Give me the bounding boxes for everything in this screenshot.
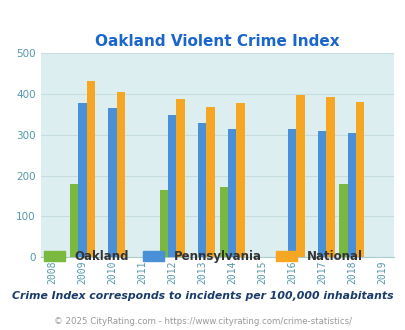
Bar: [219, 187, 228, 257]
Bar: [198, 123, 206, 257]
Bar: [70, 184, 78, 257]
Bar: [78, 103, 87, 257]
Legend: Oakland, Pennsylvania, National: Oakland, Pennsylvania, National: [43, 250, 362, 263]
Bar: [168, 115, 176, 257]
Title: Oakland Violent Crime Index: Oakland Violent Crime Index: [95, 34, 339, 49]
Bar: [228, 128, 236, 257]
Bar: [87, 81, 95, 257]
Bar: [347, 133, 355, 257]
Bar: [108, 109, 116, 257]
Bar: [116, 92, 125, 257]
Bar: [339, 184, 347, 257]
Bar: [176, 99, 184, 257]
Bar: [325, 97, 334, 257]
Bar: [236, 103, 244, 257]
Bar: [355, 102, 364, 257]
Bar: [159, 190, 168, 257]
Bar: [317, 131, 325, 257]
Bar: [296, 94, 304, 257]
Bar: [287, 128, 296, 257]
Text: Crime Index corresponds to incidents per 100,000 inhabitants: Crime Index corresponds to incidents per…: [12, 291, 393, 301]
Text: © 2025 CityRating.com - https://www.cityrating.com/crime-statistics/: © 2025 CityRating.com - https://www.city…: [54, 317, 351, 326]
Bar: [206, 107, 214, 257]
